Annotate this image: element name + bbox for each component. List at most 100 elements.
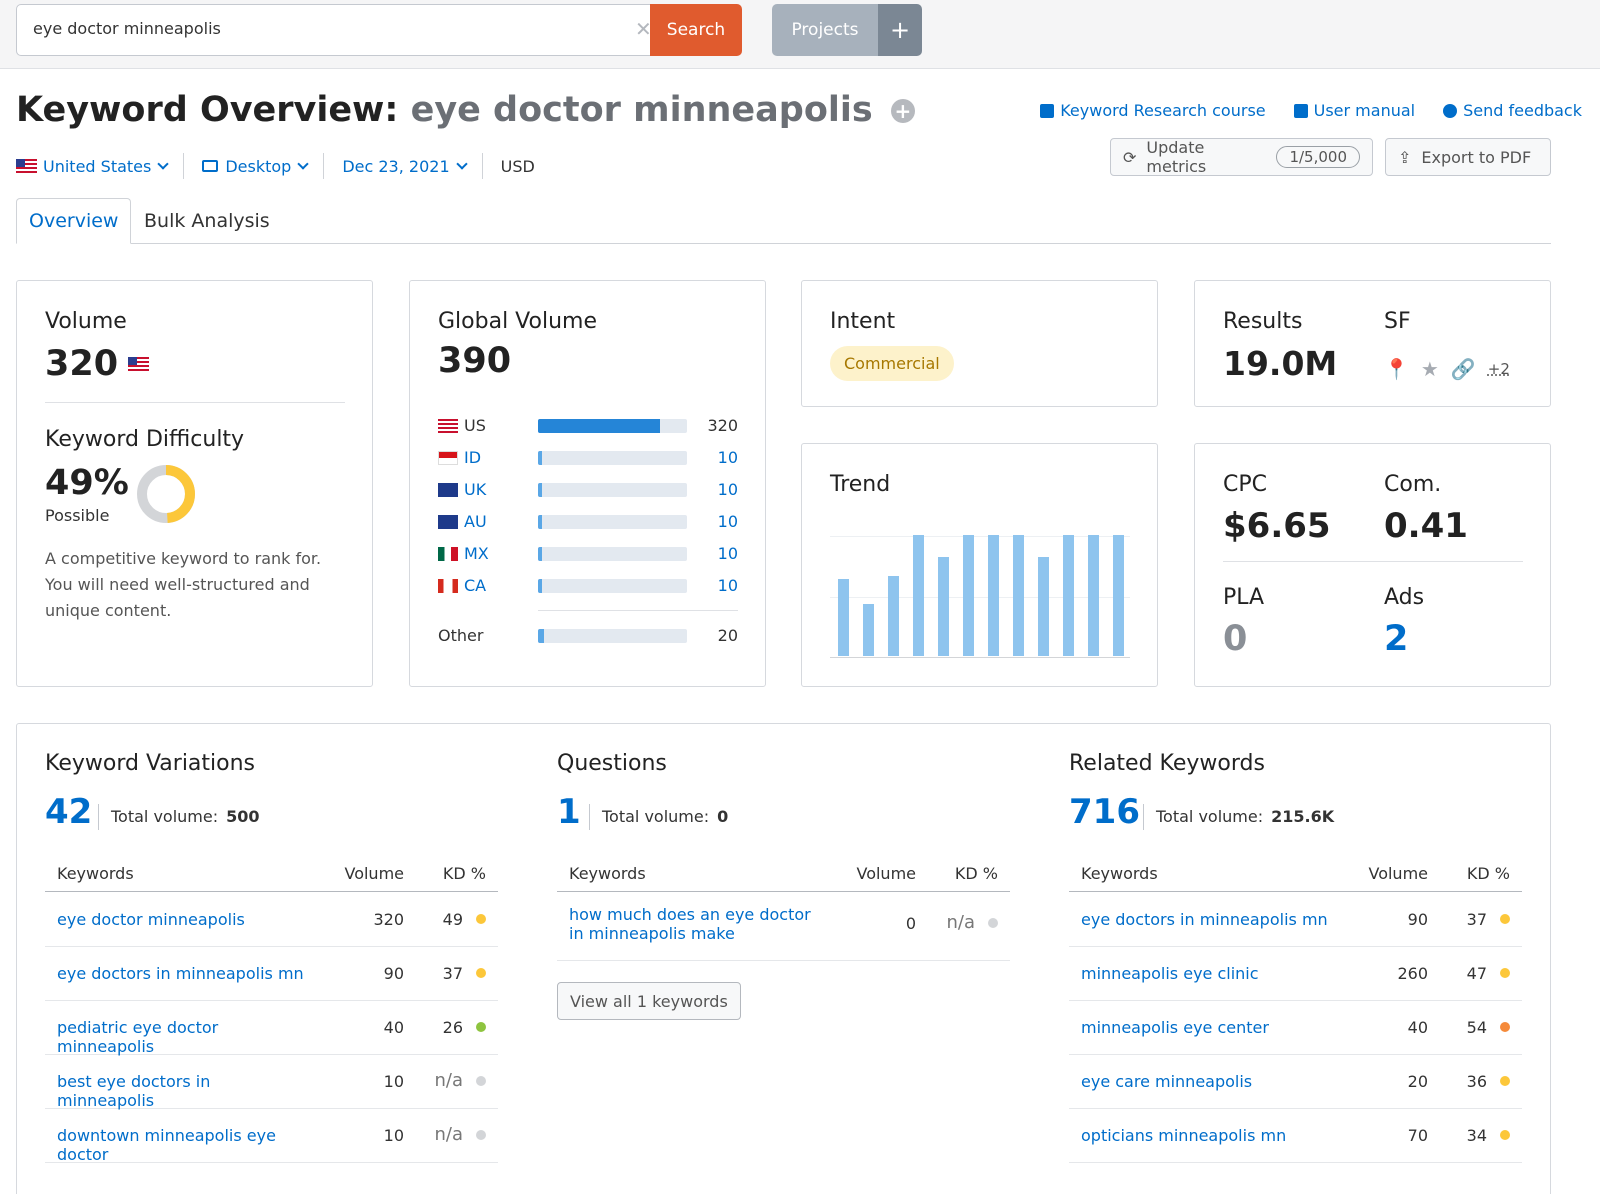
trend-bar[interactable] <box>963 535 974 656</box>
clear-icon[interactable]: ✕ <box>635 17 652 41</box>
link-label: Keyword Research course <box>1060 101 1266 120</box>
keyword-link[interactable]: opticians minneapolis mn <box>1081 1126 1287 1145</box>
user-manual-link[interactable]: User manual <box>1293 101 1415 120</box>
keyword-link[interactable]: eye doctors in minneapolis mn <box>1081 910 1328 929</box>
country-code[interactable]: ID <box>464 448 482 467</box>
date-dropdown[interactable]: Dec 23, 2021 <box>342 153 483 179</box>
chevron-down-icon <box>455 157 468 170</box>
trend-bar[interactable] <box>863 603 874 656</box>
keyword-link[interactable]: eye doctors in minneapolis mn <box>57 964 304 983</box>
export-pdf-button[interactable]: ⇪ Export to PDF <box>1385 138 1551 176</box>
keyword-link[interactable]: minneapolis eye clinic <box>1081 964 1259 983</box>
sf-more[interactable]: +2 <box>1487 360 1510 378</box>
chat-icon <box>1443 104 1458 118</box>
search-button[interactable]: Search <box>650 4 742 56</box>
cpc-card: CPC $6.65 Com. 0.41 PLA 0 Ads 2 <box>1194 443 1551 687</box>
view-all-button[interactable]: View all 1 keywords <box>557 982 741 1020</box>
count[interactable]: 42 <box>45 792 93 832</box>
kd-indicator-dot <box>1500 968 1510 978</box>
keyword-link[interactable]: best eye doctors in minneapolis <box>57 1072 211 1110</box>
trend-bar[interactable] <box>1013 535 1024 656</box>
country-row-au: AU 10 <box>438 512 738 532</box>
keyword-link[interactable]: eye care minneapolis <box>1081 1072 1253 1091</box>
table-row: opticians minneapolis mn 70 34 <box>1069 1109 1522 1163</box>
kd-value: 34 <box>1466 1126 1487 1145</box>
trend-bar[interactable] <box>888 576 899 656</box>
kd-value: n/a <box>434 1070 463 1091</box>
other-volume: 20 <box>717 626 738 645</box>
divider <box>1223 561 1523 562</box>
col-kd: KD % <box>1466 864 1510 883</box>
projects-button[interactable]: Projects <box>772 4 878 56</box>
location-pin-icon[interactable]: 📍 <box>1384 357 1409 381</box>
country-volume[interactable]: 10 <box>717 512 738 531</box>
book-icon <box>1293 104 1308 118</box>
country-volume[interactable]: 10 <box>717 544 738 563</box>
ca-flag-icon <box>438 579 458 593</box>
total-volume: Total volume: 0 <box>589 804 728 830</box>
results-label: Results <box>1223 309 1303 334</box>
keyword-link[interactable]: eye doctor minneapolis <box>57 910 245 929</box>
volume-value: 260 <box>1397 964 1428 983</box>
tab-bulk-analysis[interactable]: Bulk Analysis <box>144 210 270 232</box>
tab-overview[interactable]: Overview <box>16 198 132 244</box>
tab-bar: Overview Bulk Analysis <box>16 198 1551 244</box>
volume-value: 20 <box>1407 1072 1428 1091</box>
col-keywords: Keywords <box>569 864 646 883</box>
add-plus-icon[interactable]: + <box>890 99 915 123</box>
top-bar: ✕ Search Projects + <box>0 0 1600 69</box>
trend-bar[interactable] <box>1088 535 1099 656</box>
country-code[interactable]: AU <box>464 512 487 531</box>
count[interactable]: 1 <box>557 792 581 832</box>
country-code[interactable]: UK <box>464 480 487 499</box>
country-volume[interactable]: 10 <box>717 448 738 467</box>
trend-bar[interactable] <box>1113 535 1124 656</box>
search-input[interactable] <box>33 19 593 38</box>
trend-bar[interactable] <box>1063 535 1074 656</box>
col-volume: Volume <box>344 864 404 883</box>
search-box[interactable]: ✕ <box>16 4 652 56</box>
count[interactable]: 716 <box>1069 792 1140 832</box>
currency-label: USD <box>501 153 551 179</box>
update-metrics-button[interactable]: ⟳ Update metrics 1/5,000 <box>1110 138 1373 176</box>
keyword-research-course-link[interactable]: Keyword Research course <box>1040 101 1266 120</box>
id-flag-icon <box>438 451 458 465</box>
keyword-link[interactable]: pediatric eye doctor minneapolis <box>57 1018 219 1056</box>
country-code[interactable]: CA <box>464 576 487 595</box>
country-code[interactable]: MX <box>464 544 489 563</box>
link-icon[interactable]: 🔗 <box>1450 357 1476 381</box>
keyword-link[interactable]: how much does an eye doctor in minneapol… <box>569 905 811 943</box>
keyword-link[interactable]: minneapolis eye center <box>1081 1018 1269 1037</box>
keyword-link[interactable]: downtown minneapolis eye doctor <box>57 1126 276 1164</box>
col-kd: KD % <box>442 864 486 883</box>
keyword-variations-section: Keyword Variations 42 Total volume: 500 K… <box>45 724 500 1194</box>
trend-bar[interactable] <box>1038 556 1049 656</box>
country-volume[interactable]: 10 <box>717 576 738 595</box>
device-dropdown[interactable]: Desktop <box>202 153 325 179</box>
volume-value: 70 <box>1407 1126 1428 1145</box>
add-project-button[interactable]: + <box>878 4 922 56</box>
trend-card: Trend <box>801 443 1158 687</box>
kd-value: 26 <box>442 1018 463 1037</box>
table-row: pediatric eye doctor minneapolis 40 26 <box>45 1001 498 1056</box>
star-icon[interactable]: ★ <box>1420 357 1439 381</box>
grid-line <box>830 536 1130 537</box>
ads-value[interactable]: 2 <box>1384 619 1409 659</box>
country-dropdown[interactable]: United States <box>16 153 185 179</box>
update-counter: 1/5,000 <box>1276 146 1360 168</box>
send-feedback-link[interactable]: Send feedback <box>1443 101 1582 120</box>
kd-value: 47 <box>1466 964 1487 983</box>
trend-bar[interactable] <box>988 535 999 656</box>
total-label: Total volume: <box>602 807 710 826</box>
trend-bar[interactable] <box>938 556 949 656</box>
title-keyword: eye doctor minneapolis <box>410 90 873 130</box>
volume-bar-fill <box>538 515 543 529</box>
kd-desc-line: A competitive keyword to rank for. <box>45 549 322 568</box>
trend-bar[interactable] <box>913 535 924 656</box>
kd-indicator-dot <box>476 1076 486 1086</box>
total-volume: Total volume: 215.6K <box>1143 804 1334 830</box>
trend-bar[interactable] <box>838 578 849 656</box>
country-volume[interactable]: 10 <box>717 480 738 499</box>
volume-bar <box>538 419 687 433</box>
kd-description: A competitive keyword to rank for. You w… <box>45 546 355 624</box>
